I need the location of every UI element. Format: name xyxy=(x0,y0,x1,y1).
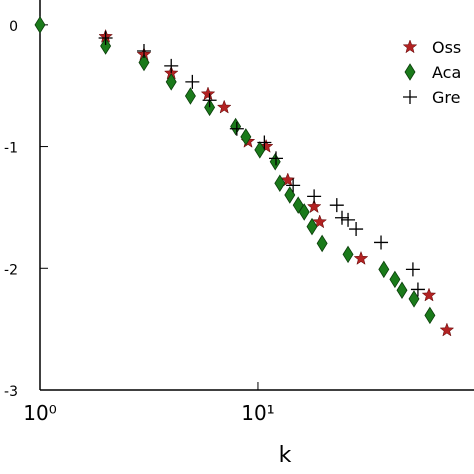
plus-marker xyxy=(286,178,301,193)
diamond-marker xyxy=(424,306,436,325)
star-marker xyxy=(421,287,437,302)
plus-marker xyxy=(185,74,200,89)
diamond-marker xyxy=(165,73,177,91)
plus-marker xyxy=(257,135,272,150)
plus-marker xyxy=(349,222,364,237)
diamond-marker xyxy=(254,141,266,159)
diamond-marker xyxy=(342,245,354,264)
star-marker xyxy=(280,172,296,187)
diamond-marker xyxy=(204,98,216,117)
star-marker xyxy=(306,199,322,214)
star-marker xyxy=(312,214,328,229)
diamond-marker xyxy=(269,153,281,171)
star-marker xyxy=(216,99,232,114)
x-axis-label: k xyxy=(279,443,292,468)
diamond-marker xyxy=(240,128,252,146)
diamond-marker xyxy=(274,174,286,192)
plus-marker xyxy=(229,121,244,136)
y-tick-label: 0 xyxy=(9,19,18,35)
diamond-marker xyxy=(138,53,150,72)
plus-marker xyxy=(405,262,420,277)
plus-marker xyxy=(329,198,344,213)
diamond-marker xyxy=(378,260,390,279)
star-marker xyxy=(439,322,455,337)
plus-marker xyxy=(410,282,425,297)
star-marker xyxy=(353,250,369,265)
diamond-marker xyxy=(34,16,46,34)
diamond-marker xyxy=(298,203,310,221)
diamond-marker xyxy=(230,117,242,136)
diamond-marker xyxy=(306,217,318,236)
diamond-marker xyxy=(396,281,408,300)
legend-marker xyxy=(402,39,418,54)
plus-marker xyxy=(202,93,217,108)
plus-marker xyxy=(269,151,283,166)
y-tick-label: -2 xyxy=(4,262,18,278)
legend-marker xyxy=(404,63,416,81)
diamond-marker xyxy=(389,270,401,289)
y-tick-label: -1 xyxy=(4,141,18,157)
legend-label: Aca xyxy=(432,63,461,82)
diamond-marker xyxy=(100,37,112,55)
diamond-marker xyxy=(316,234,328,253)
legend-label: Gre xyxy=(432,88,460,107)
x-tick-label: 10¹ xyxy=(241,401,274,425)
star-marker xyxy=(200,86,216,101)
legend-marker xyxy=(403,90,417,104)
plus-marker xyxy=(374,235,389,250)
plus-marker xyxy=(136,43,151,58)
plus-marker xyxy=(307,189,322,204)
plus-marker xyxy=(341,212,356,227)
plus-marker xyxy=(164,58,179,73)
plus-marker xyxy=(335,210,350,225)
plus-marker xyxy=(98,30,113,45)
diamond-marker xyxy=(184,87,196,105)
y-tick-label: -3 xyxy=(4,384,18,400)
legend-label: Oss xyxy=(432,38,461,57)
x-tick-label: 10⁰ xyxy=(23,401,56,425)
